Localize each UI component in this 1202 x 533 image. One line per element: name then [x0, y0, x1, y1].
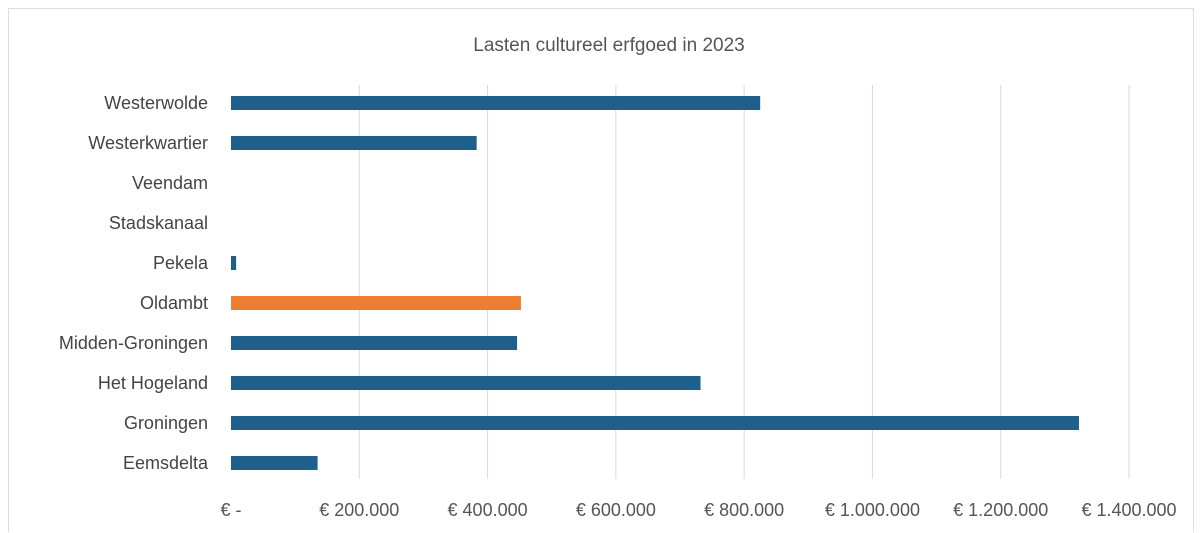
bar-chart: Lasten cultureel erfgoed in 2023 Westerw…: [59, 35, 1177, 520]
x-tick-label: € 1.000.000: [825, 500, 920, 520]
x-tick-label: € 400.000: [448, 500, 528, 520]
gridlines: [358, 85, 1130, 479]
x-tick-label: € 200.000: [319, 500, 399, 520]
x-tick-label: € 800.000: [704, 500, 784, 520]
x-tick-label: € -: [220, 500, 241, 520]
bar-oldambt: [231, 296, 521, 310]
category-label: Stadskanaal: [109, 213, 208, 233]
bar-het-hogeland: [231, 376, 701, 390]
chart-frame: Lasten cultureel erfgoed in 2023 Westerw…: [8, 8, 1194, 532]
category-label: Pekela: [153, 253, 209, 273]
x-tick-label: € 1.200.000: [953, 500, 1048, 520]
bar-westerkwartier: [231, 136, 477, 150]
bar-pekela: [231, 256, 237, 270]
category-label: Veendam: [132, 173, 208, 193]
chart-title: Lasten cultureel erfgoed in 2023: [473, 35, 744, 56]
category-label: Oldambt: [140, 293, 208, 313]
category-label: Eemsdelta: [123, 453, 209, 473]
category-label: Westerkwartier: [88, 133, 208, 153]
x-tick-label: € 1.400.000: [1081, 500, 1176, 520]
bars: [231, 96, 1079, 470]
category-label: Groningen: [124, 413, 208, 433]
bar-eemsdelta: [231, 456, 318, 470]
category-label: Westerwolde: [104, 93, 208, 113]
bar-midden-groningen: [231, 336, 518, 350]
category-labels: Westerwolde Westerkwartier Veendam Stadskan…: [59, 93, 209, 473]
x-tick-labels: € - € 200.000 € 400.000 € 600.000 € 800.000 €…: [220, 500, 1176, 520]
bar-groningen: [231, 416, 1079, 430]
category-label: Het Hogeland: [98, 373, 208, 393]
category-label: Midden-Groningen: [59, 333, 208, 353]
bar-westerwolde: [231, 96, 761, 110]
x-tick-label: € 600.000: [576, 500, 656, 520]
